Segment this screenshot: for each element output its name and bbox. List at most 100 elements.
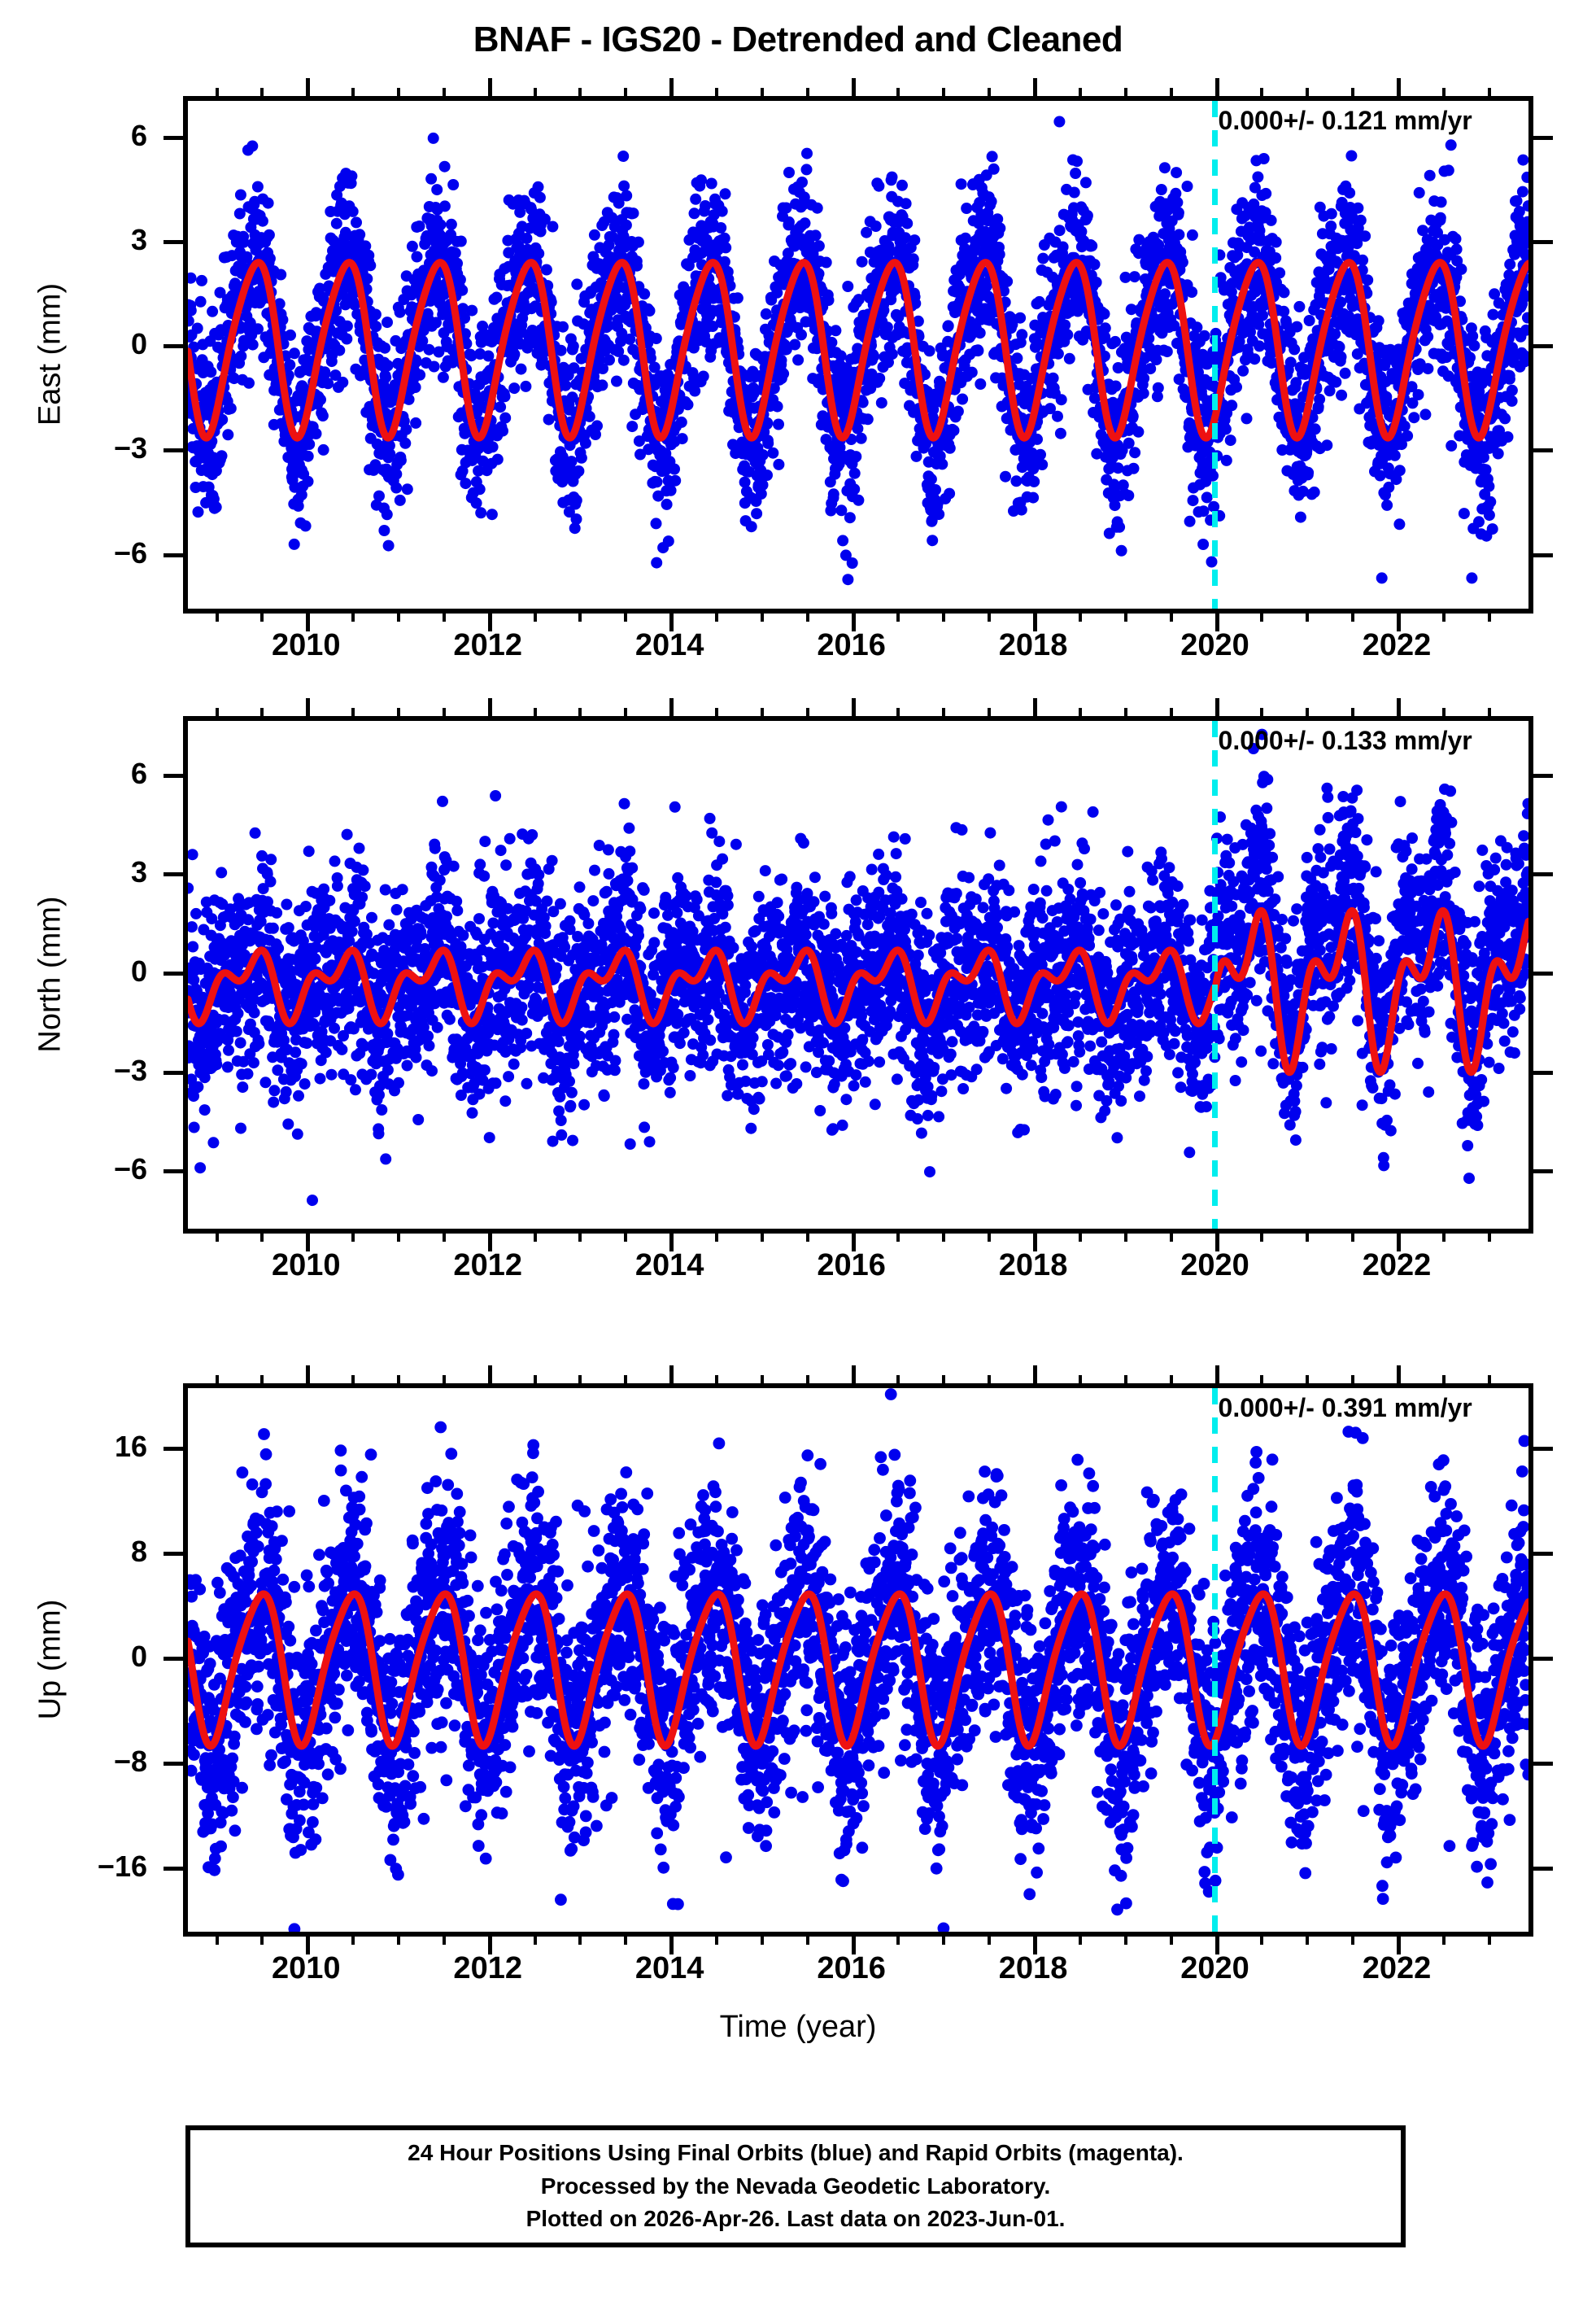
caption-line-1: 24 Hour Positions Using Final Orbits (bl… bbox=[408, 2140, 1184, 2166]
x-tick-mark-top-minor bbox=[1487, 1375, 1491, 1388]
y-tick-label: −8 bbox=[113, 1744, 147, 1778]
x-tick-mark-top-minor bbox=[988, 1375, 992, 1388]
y-tick-mark bbox=[164, 1552, 188, 1557]
y-tick-label: 3 bbox=[130, 222, 147, 256]
rate-annotation-up: 0.000+/- 0.391 mm/yr bbox=[1218, 1393, 1472, 1422]
x-tick-mark-minor bbox=[442, 609, 446, 622]
x-tick-mark-top-minor bbox=[1487, 708, 1491, 721]
x-tick-mark-top-minor bbox=[624, 708, 628, 721]
x-tick-mark-minor bbox=[760, 609, 764, 622]
x-tick-mark-top-minor bbox=[624, 88, 628, 101]
x-tick-mark-top bbox=[669, 698, 674, 721]
x-tick-mark-top-minor bbox=[442, 708, 446, 721]
x-tick-mark-major bbox=[1033, 1932, 1038, 1954]
y-tick-mark bbox=[164, 552, 188, 557]
x-tick-mark-top-minor bbox=[260, 88, 264, 101]
x-tick-mark-major bbox=[1214, 609, 1219, 631]
y-axis-title-up: Up (mm) bbox=[33, 1599, 68, 1720]
x-tick-mark-minor bbox=[624, 1932, 628, 1945]
x-tick-mark-top bbox=[487, 1365, 492, 1388]
x-tick-mark-major bbox=[1396, 1932, 1401, 1954]
x-tick-label: 2014 bbox=[634, 1248, 704, 1282]
x-tick-mark-minor bbox=[624, 1229, 628, 1242]
x-tick-mark-top-minor bbox=[805, 1375, 809, 1388]
x-tick-mark-minor bbox=[942, 1229, 946, 1242]
x-tick-mark-top bbox=[669, 1365, 674, 1388]
x-tick-mark-top-minor bbox=[578, 88, 582, 101]
y-tick-label: −6 bbox=[113, 1152, 147, 1186]
caption-line-3: Plotted on 2026-Apr-26. Last data on 202… bbox=[525, 2206, 1066, 2232]
x-tick-mark-top-minor bbox=[624, 1375, 628, 1388]
x-tick-label: 2010 bbox=[271, 1951, 341, 1985]
panel-up bbox=[164, 1365, 1553, 1954]
x-tick-mark-minor bbox=[260, 1932, 264, 1945]
x-tick-mark-top-minor bbox=[351, 1375, 355, 1388]
x-tick-mark-top-minor bbox=[260, 1375, 264, 1388]
x-tick-label: 2018 bbox=[998, 628, 1068, 662]
y-tick-mark-right bbox=[1528, 239, 1553, 244]
x-tick-mark-top-minor bbox=[1260, 88, 1264, 101]
x-tick-mark-top bbox=[851, 698, 856, 721]
x-tick-mark-top-minor bbox=[1306, 1375, 1310, 1388]
x-tick-mark-top-minor bbox=[896, 88, 900, 101]
x-tick-mark-top-minor bbox=[1351, 1375, 1355, 1388]
x-tick-mark-top bbox=[851, 1365, 856, 1388]
y-axis-title-east: East (mm) bbox=[33, 282, 68, 426]
x-tick-mark-top-minor bbox=[442, 1375, 446, 1388]
x-tick-mark-top bbox=[487, 78, 492, 101]
x-tick-mark-major bbox=[1396, 609, 1401, 631]
x-tick-mark-top-minor bbox=[715, 88, 719, 101]
panel-up-data-layer bbox=[188, 1388, 1528, 1932]
panel-east-plot-area bbox=[188, 101, 1528, 609]
x-tick-mark-minor bbox=[396, 1932, 400, 1945]
x-tick-label: 2014 bbox=[634, 628, 704, 662]
y-tick-mark-right bbox=[1528, 135, 1553, 140]
x-tick-mark-top-minor bbox=[578, 1375, 582, 1388]
y-tick-label: −3 bbox=[113, 1053, 147, 1087]
x-axis-title: Time (year) bbox=[719, 2010, 877, 2044]
x-tick-mark-minor bbox=[988, 1932, 992, 1945]
x-tick-mark-top-minor bbox=[805, 88, 809, 101]
x-tick-label: 2020 bbox=[1180, 1248, 1249, 1282]
y-tick-mark bbox=[164, 971, 188, 976]
x-tick-mark-top bbox=[1033, 1365, 1038, 1388]
x-tick-label: 2022 bbox=[1362, 1248, 1432, 1282]
x-tick-mark-major bbox=[1033, 1229, 1038, 1251]
x-tick-label: 2020 bbox=[1180, 1951, 1249, 1985]
x-tick-mark-minor bbox=[805, 1229, 809, 1242]
x-tick-mark-minor bbox=[942, 1932, 946, 1945]
y-tick-mark bbox=[164, 872, 188, 877]
x-tick-mark-minor bbox=[715, 609, 719, 622]
x-tick-label: 2012 bbox=[453, 628, 522, 662]
x-tick-mark-major bbox=[1033, 609, 1038, 631]
x-tick-mark-top-minor bbox=[215, 708, 219, 721]
x-tick-mark-major bbox=[487, 609, 492, 631]
x-tick-mark-minor bbox=[351, 609, 355, 622]
x-tick-mark-major bbox=[1396, 1229, 1401, 1251]
x-tick-mark-minor bbox=[1441, 609, 1446, 622]
x-tick-mark-top-minor bbox=[1078, 88, 1082, 101]
x-tick-mark-minor bbox=[1260, 1932, 1264, 1945]
x-tick-mark-minor bbox=[533, 1932, 537, 1945]
x-tick-mark-minor bbox=[215, 1229, 219, 1242]
y-tick-mark bbox=[164, 344, 188, 349]
y-tick-label: 3 bbox=[130, 855, 147, 889]
y-tick-mark bbox=[164, 1761, 188, 1766]
x-tick-label: 2018 bbox=[998, 1951, 1068, 1985]
x-tick-mark-top bbox=[306, 698, 311, 721]
y-tick-label: 0 bbox=[130, 327, 147, 361]
y-tick-mark-right bbox=[1528, 1447, 1553, 1452]
x-tick-mark-top bbox=[306, 78, 311, 101]
x-tick-mark-minor bbox=[715, 1932, 719, 1945]
x-tick-mark-top-minor bbox=[396, 88, 400, 101]
x-tick-mark-top-minor bbox=[896, 1375, 900, 1388]
x-tick-mark-minor bbox=[760, 1229, 764, 1242]
x-tick-mark-minor bbox=[1123, 1932, 1127, 1945]
panel-north-plot-area bbox=[188, 721, 1528, 1229]
x-tick-mark-minor bbox=[760, 1932, 764, 1945]
x-tick-mark-minor bbox=[896, 609, 900, 622]
x-tick-mark-major bbox=[1214, 1932, 1219, 1954]
x-tick-mark-top-minor bbox=[533, 708, 537, 721]
x-tick-mark-minor bbox=[1441, 1932, 1446, 1945]
x-tick-mark-top-minor bbox=[1351, 708, 1355, 721]
